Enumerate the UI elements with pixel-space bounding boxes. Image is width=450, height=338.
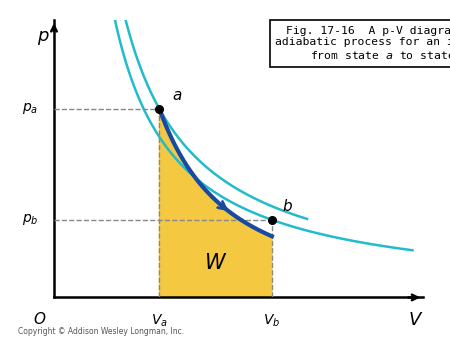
Polygon shape	[159, 109, 272, 297]
Text: Copyright © Addison Wesley Longman, Inc.: Copyright © Addison Wesley Longman, Inc.	[18, 327, 184, 336]
Text: $O$: $O$	[33, 311, 47, 327]
Text: $p$: $p$	[37, 29, 50, 47]
Text: Fig. 17-16  A p-V diagram of an
adiabatic process for an ideal gas
from state $a: Fig. 17-16 A p-V diagram of an adiabatic…	[275, 26, 450, 62]
Text: $b$: $b$	[283, 198, 293, 214]
Text: $a$: $a$	[172, 89, 182, 103]
Text: $V_b$: $V_b$	[263, 313, 280, 329]
Text: $W$: $W$	[204, 252, 227, 272]
Text: $V$: $V$	[408, 311, 423, 329]
Text: $V_a$: $V_a$	[151, 313, 168, 329]
Text: $p_a$: $p_a$	[22, 101, 38, 117]
Text: $p_b$: $p_b$	[22, 212, 38, 227]
